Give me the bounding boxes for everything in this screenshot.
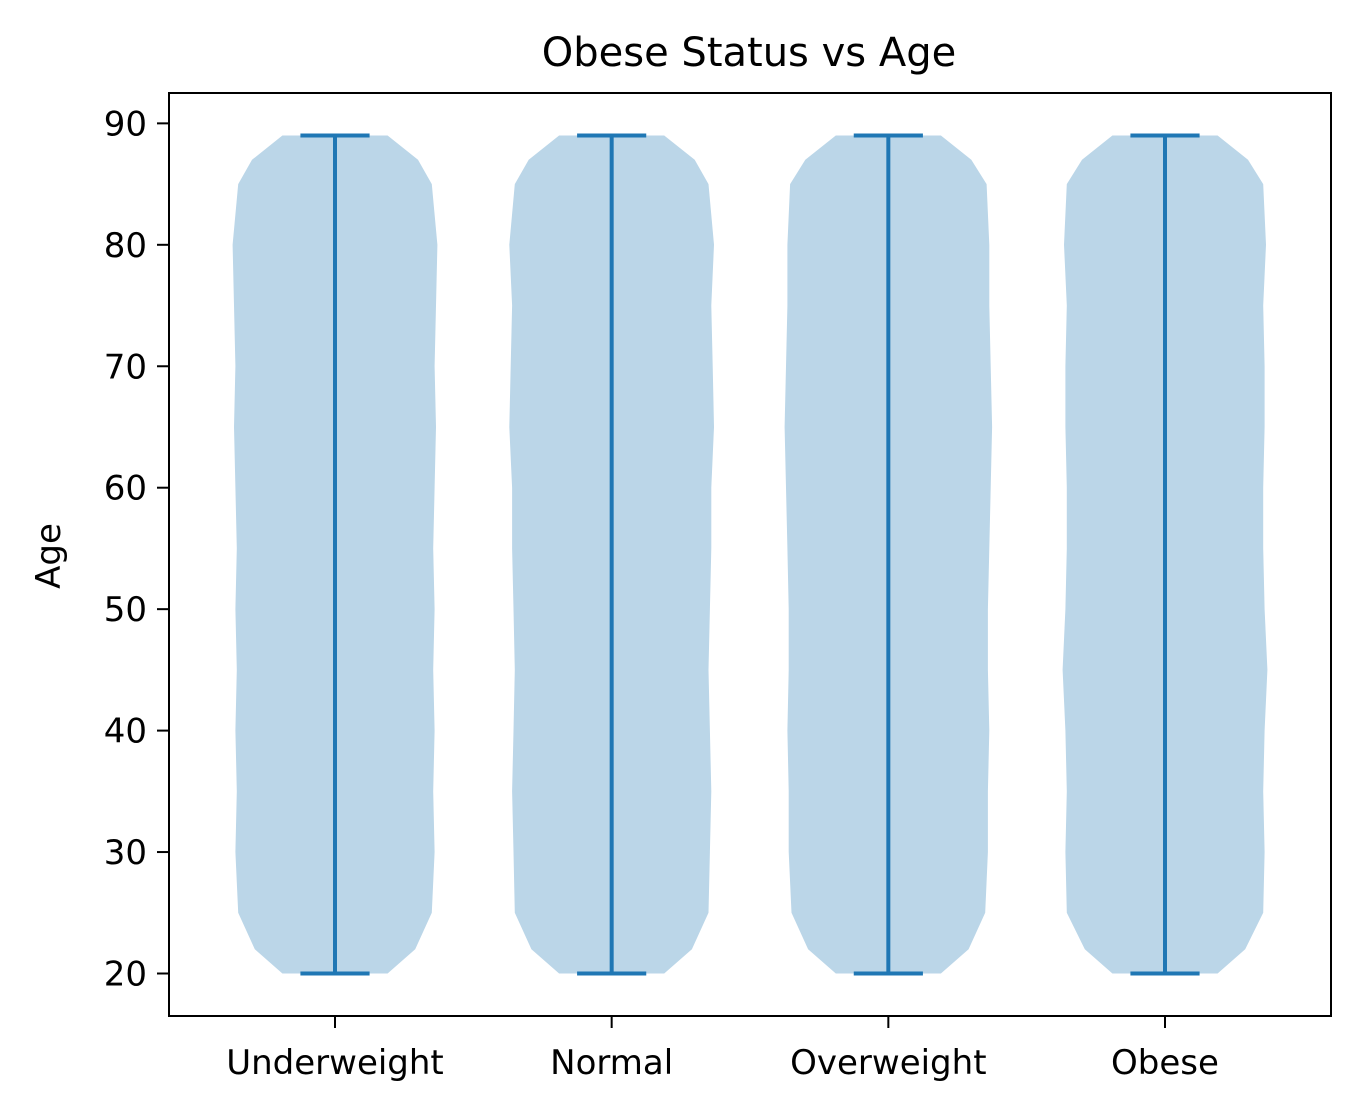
y-tick-label: 60 bbox=[104, 469, 147, 509]
x-tick-label-underweight: Underweight bbox=[226, 1043, 444, 1083]
y-tick-label: 30 bbox=[104, 833, 147, 873]
violins-layer bbox=[232, 133, 1268, 976]
chart-title: Obese Status vs Age bbox=[542, 30, 956, 76]
x-tick-label-overweight: Overweight bbox=[790, 1043, 986, 1083]
x-tick-label-obese: Obese bbox=[1111, 1043, 1219, 1083]
y-axis-label: Age bbox=[29, 523, 69, 589]
y-tick-label: 80 bbox=[104, 226, 147, 266]
x-tick-label-normal: Normal bbox=[550, 1043, 673, 1083]
x-axis-ticks: Underweight Normal Overweight Obese bbox=[226, 1016, 1219, 1083]
y-tick-label: 70 bbox=[104, 347, 147, 387]
plot-frame bbox=[168, 92, 1332, 1017]
y-tick-label: 50 bbox=[104, 590, 147, 630]
y-tick-label: 40 bbox=[104, 712, 147, 752]
y-axis-ticks: 20 30 40 50 60 70 80 90 bbox=[104, 104, 169, 994]
y-tick-label: 90 bbox=[104, 104, 147, 144]
y-tick-label: 20 bbox=[104, 954, 147, 994]
